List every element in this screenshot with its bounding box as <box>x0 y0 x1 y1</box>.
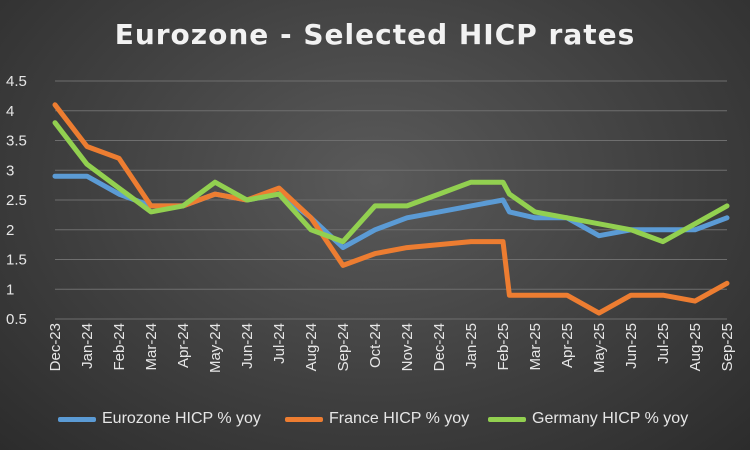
x-tick-label: Feb-24 <box>111 323 128 371</box>
x-tick-label: Nov-24 <box>399 323 416 371</box>
x-tick-label: Jun-25 <box>623 323 640 369</box>
x-tick-label: Mar-24 <box>143 323 160 371</box>
y-tick-label: 3 <box>6 162 14 179</box>
x-tick-label: Sep-24 <box>335 323 352 371</box>
x-tick-label: Jul-24 <box>271 323 288 364</box>
legend-swatch <box>58 416 96 422</box>
y-tick-label: 1.5 <box>6 252 27 269</box>
y-tick-label: 1 <box>6 281 14 298</box>
x-tick-label: Apr-24 <box>175 323 192 368</box>
y-tick-label: 4.5 <box>6 73 27 90</box>
x-tick-label: Jan-24 <box>79 323 96 369</box>
chart-title: Eurozone - Selected HICP rates <box>114 18 636 51</box>
x-tick-label: Dec-23 <box>47 323 64 371</box>
x-tick-label: Oct-24 <box>367 323 384 368</box>
y-tick-label: 3.5 <box>6 133 27 150</box>
x-tick-label: Sep-25 <box>719 323 736 371</box>
legend-label: France HICP % yoy <box>329 410 470 427</box>
x-tick-label: Feb-25 <box>495 323 512 371</box>
y-tick-label: 0.5 <box>6 311 27 328</box>
x-tick-label: Jul-25 <box>655 323 672 364</box>
legend-swatch <box>285 416 323 422</box>
legend-swatch <box>488 416 526 422</box>
x-tick-label: Dec-24 <box>431 323 448 371</box>
x-tick-label: Apr-25 <box>559 323 576 368</box>
series-line-3 <box>52 120 730 245</box>
legend-item: Eurozone HICP % yoy <box>58 407 261 431</box>
x-tick-label: Jan-25 <box>463 323 480 369</box>
legend-label: Germany HICP % yoy <box>532 410 689 427</box>
x-tick-label: May-25 <box>591 323 608 373</box>
x-tick-label: May-24 <box>207 323 224 373</box>
legend-label: Eurozone HICP % yoy <box>102 410 261 427</box>
y-tick-label: 2.5 <box>6 192 27 209</box>
y-tick-label: 2 <box>6 222 14 239</box>
x-tick-label: Mar-25 <box>527 323 544 371</box>
legend-item: France HICP % yoy <box>285 407 469 431</box>
x-tick-label: Aug-25 <box>687 323 704 371</box>
y-tick-label: 4 <box>6 103 14 120</box>
legend: Eurozone HICP % yoy France HICP % yoy Germ… <box>0 407 750 431</box>
legend-item: Germany HICP % yoy <box>488 407 688 431</box>
x-tick-label: Jun-24 <box>239 323 256 369</box>
x-tick-label: Aug-24 <box>303 323 320 371</box>
